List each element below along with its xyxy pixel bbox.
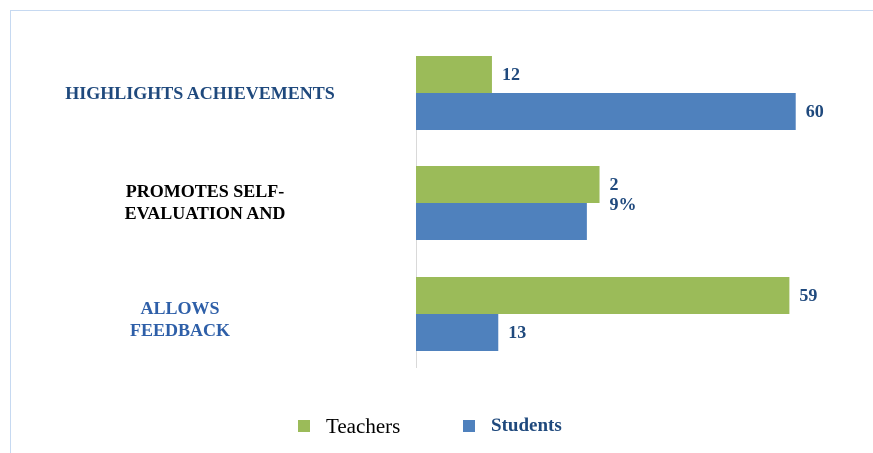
legend-swatch xyxy=(298,420,310,432)
value-label: 29% xyxy=(609,174,637,214)
bar xyxy=(416,166,600,203)
category-label: HIGHLIGHTS ACHIEVEMENTS xyxy=(65,83,335,103)
value-label: 12 xyxy=(501,64,520,84)
bar xyxy=(416,56,492,93)
legend-label: Students xyxy=(491,415,562,436)
value-label: 13 xyxy=(508,322,527,342)
category-label: ALLOWS FEEDBACK xyxy=(129,298,230,340)
legend-label: Teachers xyxy=(326,414,401,438)
bar xyxy=(416,314,499,351)
legend-swatch xyxy=(463,420,475,432)
value-label: 59 xyxy=(799,285,818,305)
value-label: 60 xyxy=(805,101,824,121)
bar xyxy=(416,203,587,240)
bar xyxy=(416,93,796,130)
bar xyxy=(416,277,790,314)
category-label: PROMOTES SELF-EVALUATION AND xyxy=(124,181,286,223)
